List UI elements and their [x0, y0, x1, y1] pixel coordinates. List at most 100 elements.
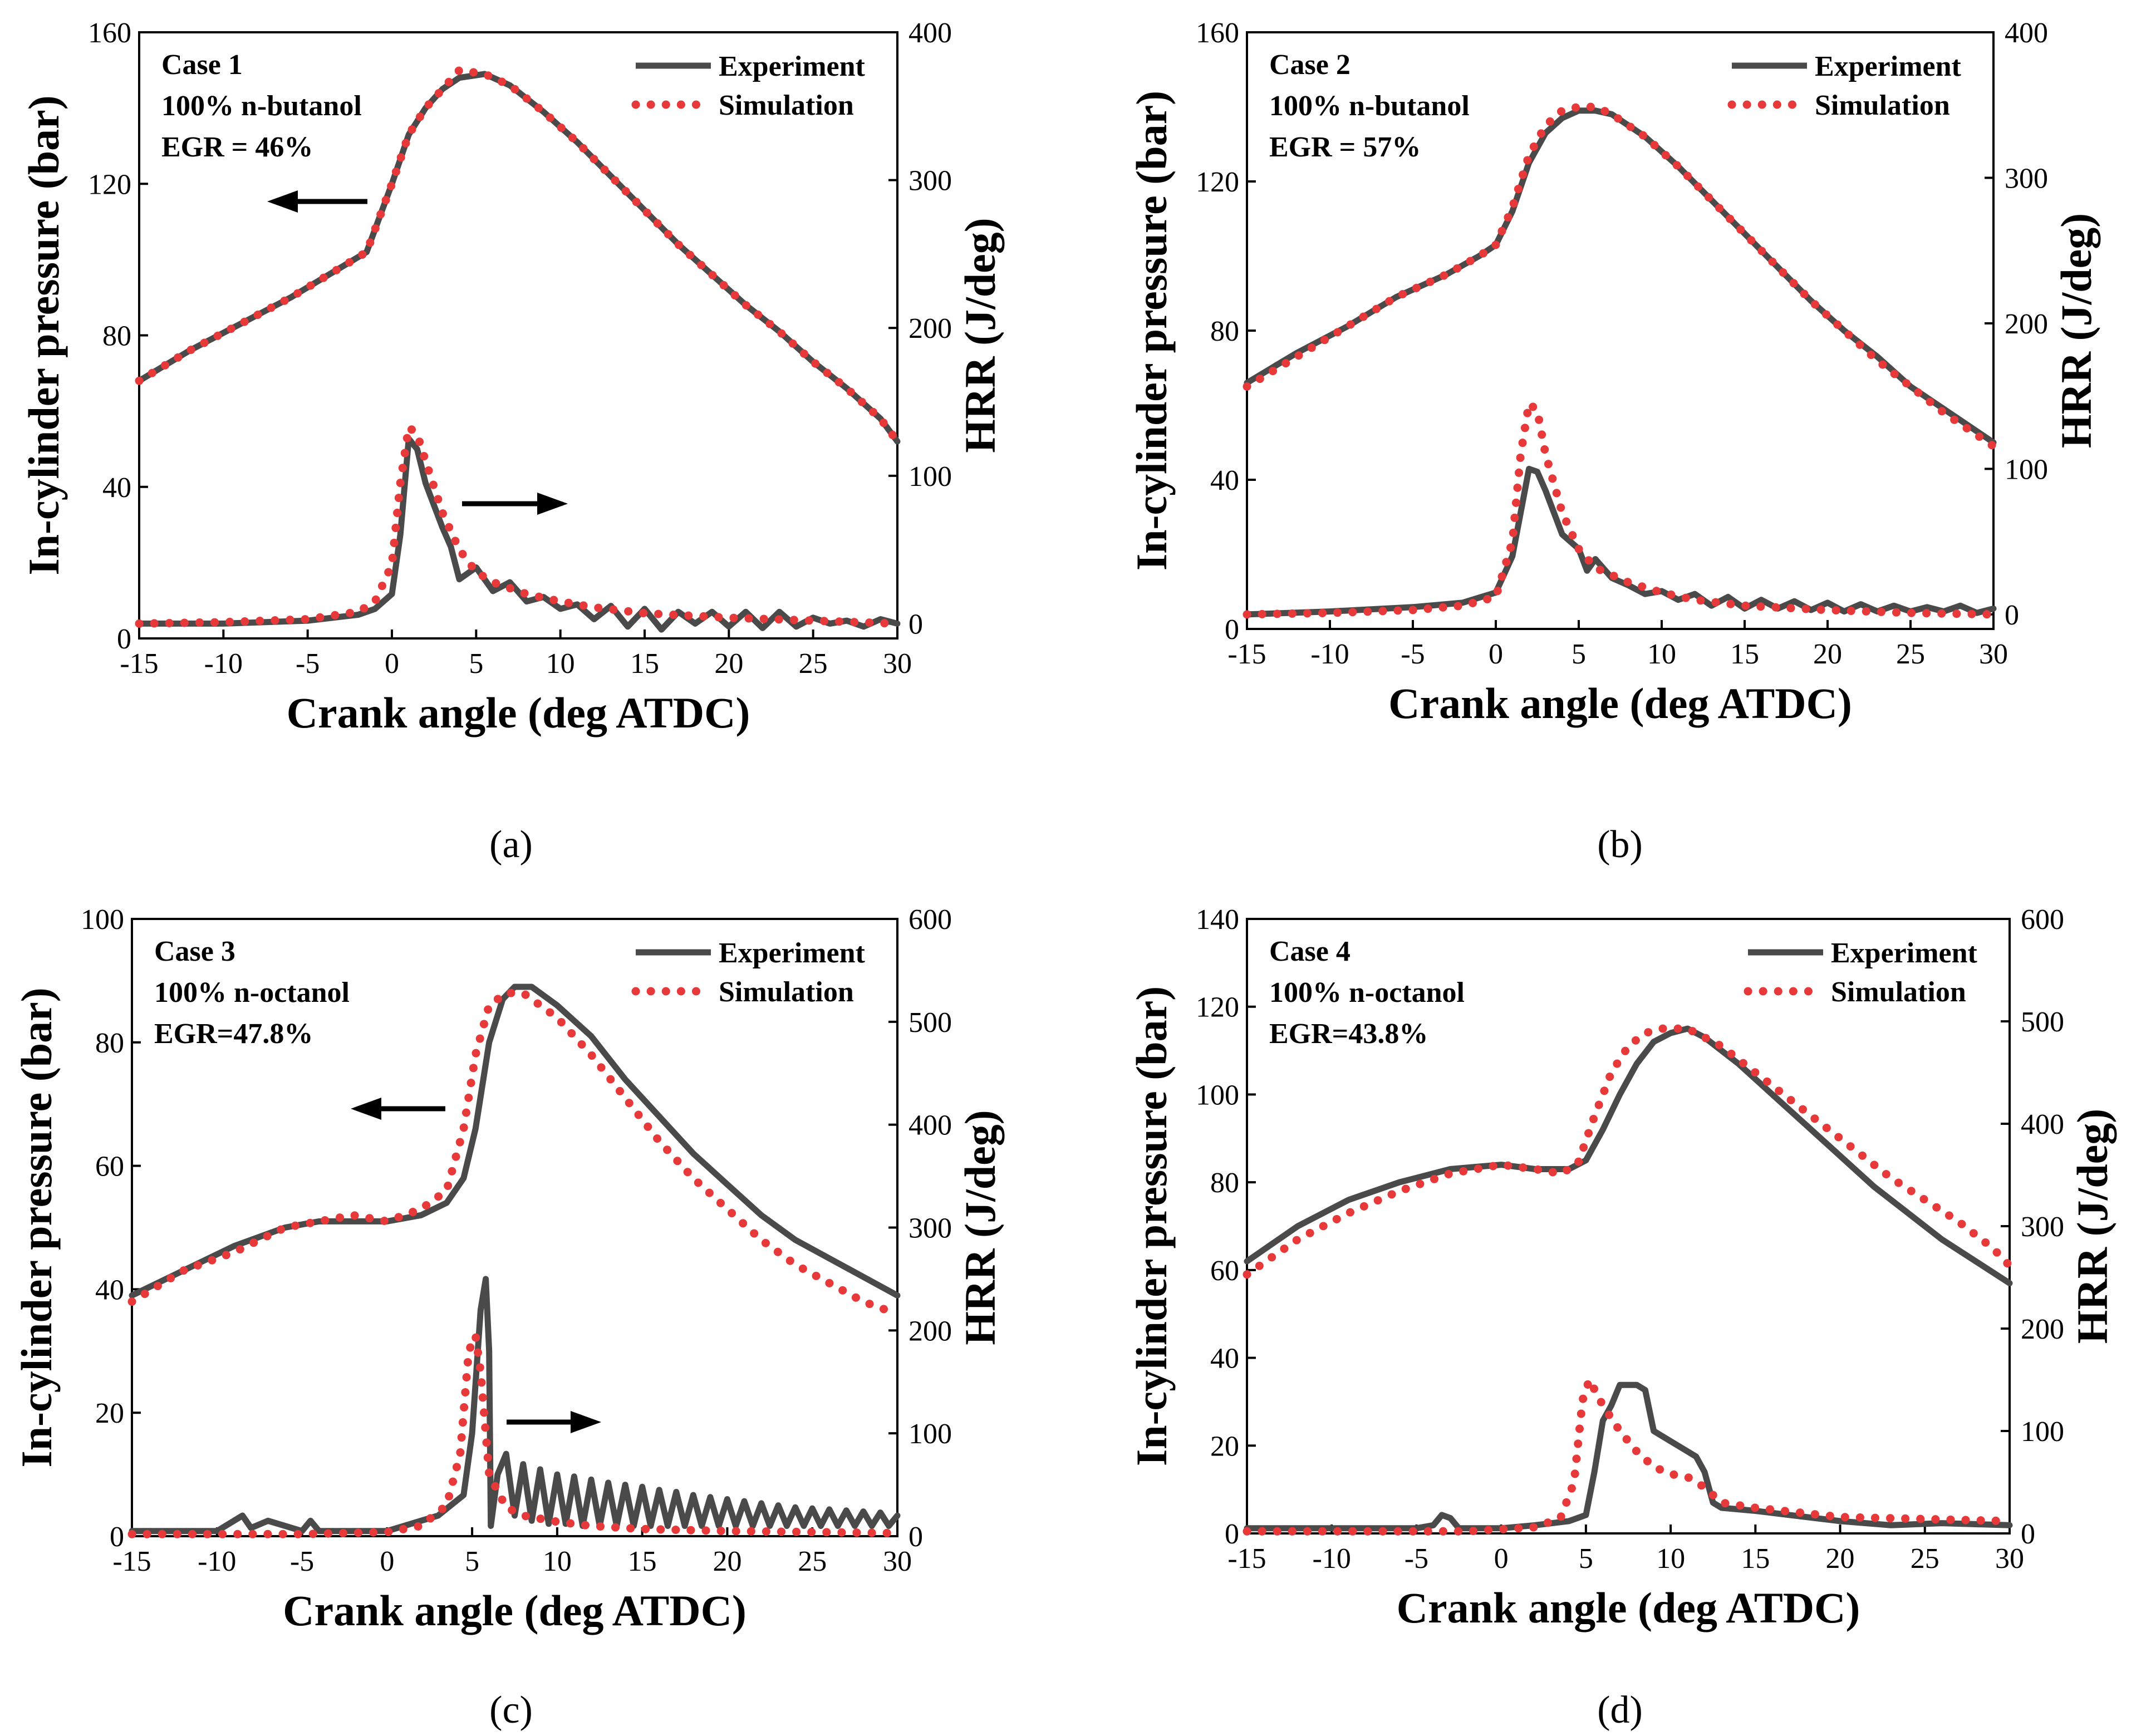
case-note: EGR=47.8%	[154, 1018, 313, 1050]
panel-label: (b)	[1597, 823, 1643, 866]
panel-a: -15 -10 -5 0 5 10 15 20 25 3004080120160010020030…	[19, 17, 1004, 866]
y2-tick-label: 500	[909, 1007, 952, 1039]
x-tick-label: 15	[628, 1546, 657, 1577]
x-tick-label: 25	[799, 648, 828, 680]
y-tick-label: 100	[1196, 1079, 1239, 1111]
x-tick-label: -10	[198, 1546, 236, 1577]
y2-tick-label: 600	[909, 904, 952, 936]
y2-tick-label: 400	[2021, 1109, 2064, 1140]
simulation-hrr-line	[1243, 1375, 2014, 1536]
y-tick-label: 0	[1225, 614, 1239, 646]
arrow-head	[571, 1411, 601, 1433]
case-note: 100% n-octanol	[154, 977, 350, 1009]
y2-tick-label: 600	[2021, 904, 2064, 936]
x-tick-label: 0	[1494, 1543, 1509, 1575]
x-tick-label: -5	[296, 648, 320, 680]
legend-simulation-label: Simulation	[719, 976, 854, 1008]
x-axis-title: Crank angle (deg ATDC)	[1388, 679, 1852, 727]
y2-axis-title: HRR (J/deg)	[956, 218, 1004, 453]
x-tick-label: -10	[1310, 638, 1349, 670]
x-tick-label: -15	[112, 1546, 151, 1577]
x-tick-label: -15	[1227, 1543, 1266, 1575]
panel-d: -15 -10 -5 0 5 10 15 20 25 3002040608010012014001…	[1127, 904, 2116, 1732]
x-tick-label: 30	[1995, 1543, 2024, 1575]
x-tick-label: -15	[120, 648, 158, 680]
arrow-head	[537, 493, 568, 515]
x-tick-label: 20	[1826, 1543, 1855, 1575]
y-tick-label: 160	[88, 17, 131, 49]
y-tick-label: 120	[1196, 166, 1239, 198]
y2-tick-label: 200	[2021, 1314, 2064, 1345]
y2-tick-label: 100	[909, 1418, 952, 1450]
y2-tick-label: 300	[2021, 1211, 2064, 1243]
experiment-hrr-line	[136, 435, 901, 633]
x-tick-label: 10	[543, 1546, 572, 1577]
y2-tick-label: 100	[2005, 454, 2048, 485]
y-tick-label: 0	[110, 1521, 124, 1553]
y2-tick-label: 0	[2021, 1518, 2035, 1550]
case-note: Case 3	[154, 936, 235, 967]
y-tick-label: 40	[1210, 1343, 1239, 1375]
y-tick-label: 20	[95, 1398, 124, 1429]
x-tick-label: 5	[465, 1546, 479, 1577]
y-tick-label: 40	[1210, 465, 1239, 496]
x-tick-label: 5	[469, 648, 483, 680]
x-tick-label: 5	[1572, 638, 1586, 670]
case-note: 100% n-butanol	[161, 90, 362, 122]
x-tick-label: 10	[546, 648, 575, 680]
legend-simulation-label: Simulation	[1831, 976, 1966, 1008]
x-tick-label: 25	[1896, 638, 1925, 670]
y-tick-label: 160	[1196, 17, 1239, 49]
y2-tick-label: 200	[909, 1315, 952, 1347]
experiment-hrr-line	[129, 1276, 901, 1535]
x-tick-label: -5	[1401, 638, 1425, 670]
simulation-pressure-line	[1243, 1024, 2014, 1279]
y2-tick-label: 300	[2005, 163, 2048, 194]
x-tick-label: 0	[385, 648, 399, 680]
case-note: Case 4	[1269, 936, 1351, 967]
case-note: Case 1	[161, 49, 243, 81]
y-axis-title: In-cylinder pressure (bar)	[1127, 986, 1176, 1466]
x-tick-label: 10	[1647, 638, 1676, 670]
y-axis-title: In-cylinder pressure (bar)	[12, 987, 61, 1467]
y-tick-label: 140	[1196, 904, 1239, 936]
experiment-pressure-line	[1244, 1025, 2013, 1286]
x-tick-label: 0	[380, 1546, 394, 1577]
y-tick-label: 40	[95, 1274, 124, 1306]
case-note: EGR=43.8%	[1269, 1018, 1428, 1050]
x-tick-label: 25	[798, 1546, 827, 1577]
x-tick-label: 20	[713, 1546, 741, 1577]
simulation-pressure-line	[1243, 102, 1998, 451]
y-tick-label: 120	[1196, 992, 1239, 1024]
panel-label: (a)	[489, 823, 533, 866]
y-tick-label: 60	[1210, 1255, 1239, 1287]
panel-label: (c)	[489, 1689, 533, 1732]
arrow-head	[351, 1098, 381, 1120]
x-tick-label: 25	[1911, 1543, 1939, 1575]
y-tick-label: 60	[95, 1151, 124, 1183]
experiment-pressure-line	[136, 71, 901, 445]
y-tick-label: 80	[102, 321, 131, 352]
legend-experiment-label: Experiment	[719, 937, 866, 969]
x-tick-label: 20	[714, 648, 743, 680]
y2-tick-label: 100	[909, 461, 952, 493]
y2-tick-label: 100	[2021, 1416, 2064, 1448]
y-tick-label: 80	[95, 1027, 124, 1059]
y2-tick-label: 200	[909, 313, 952, 345]
case-note: EGR = 57%	[1269, 131, 1421, 163]
experiment-hrr-line	[1244, 1381, 2013, 1532]
simulation-hrr-line	[127, 1331, 902, 1538]
legend-simulation-label: Simulation	[719, 90, 854, 121]
x-tick-label: 30	[883, 648, 912, 680]
x-axis-title: Crank angle (deg ATDC)	[287, 689, 750, 737]
x-tick-label: -5	[290, 1546, 314, 1577]
y2-tick-label: 0	[909, 1521, 923, 1553]
x-tick-label: 30	[1979, 638, 2008, 670]
experiment-hrr-line	[1244, 465, 1997, 618]
x-tick-label: -10	[204, 648, 243, 680]
y2-tick-label: 400	[909, 1110, 952, 1142]
panel-c: -15 -10 -5 0 5 10 15 20 25 3002040608010001002003…	[12, 904, 1004, 1732]
y-tick-label: 0	[1225, 1518, 1239, 1550]
x-tick-label: 30	[883, 1546, 912, 1577]
